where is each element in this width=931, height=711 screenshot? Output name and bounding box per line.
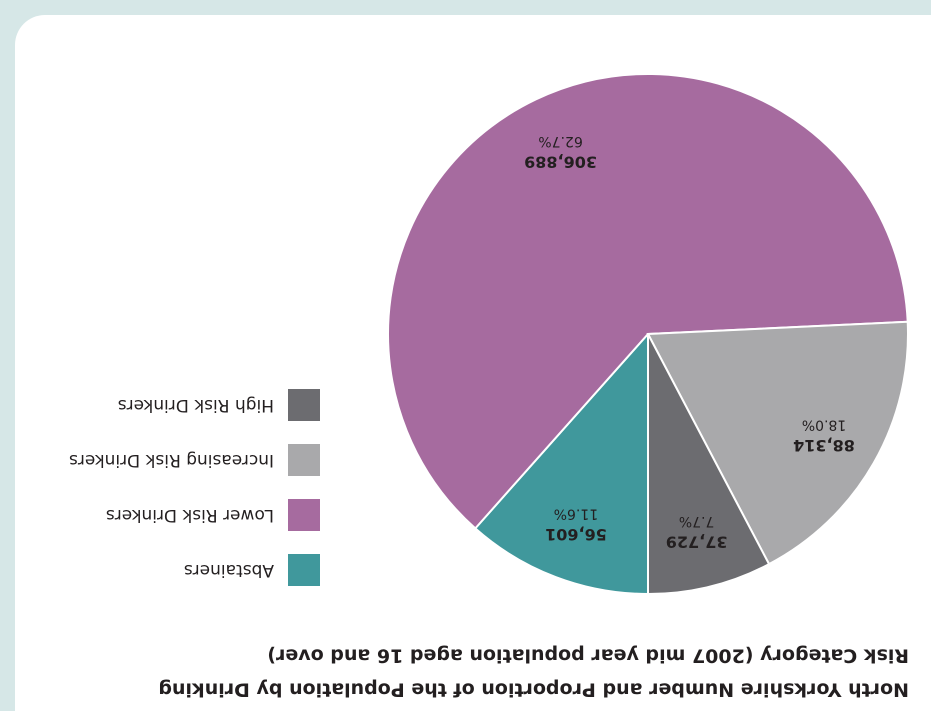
value-label: 56,601	[545, 525, 607, 544]
value-label: 37,729	[666, 532, 728, 551]
legend-swatch	[288, 389, 320, 421]
legend-text: High Risk Drinkers	[118, 395, 274, 415]
legend-swatch	[288, 554, 320, 586]
pie-slice	[646, 320, 909, 566]
percentage-label: 11.6%	[554, 506, 598, 522]
percentage-label: 7.7%	[679, 513, 715, 529]
pie-slice	[647, 333, 771, 596]
chart-title: Risk Category (2007 mid year population …	[267, 645, 909, 667]
value-label: 306,889	[524, 153, 597, 172]
percentage-label: 18.0%	[802, 417, 846, 433]
legend-text: Lower Risk Drinkers	[106, 505, 274, 525]
legend-text: Increasing Risk Drinkers	[69, 450, 274, 470]
percentage-label: 62.7%	[538, 133, 582, 149]
legend-swatch	[288, 444, 320, 476]
pie-slice	[387, 73, 909, 530]
pie-slice	[473, 331, 649, 596]
legend-text: Abstainers	[184, 560, 274, 580]
legend-swatch	[288, 499, 320, 531]
value-label: 88,314	[793, 436, 855, 455]
chart-title: North Yorkshire Number and Proportion of…	[158, 679, 909, 701]
